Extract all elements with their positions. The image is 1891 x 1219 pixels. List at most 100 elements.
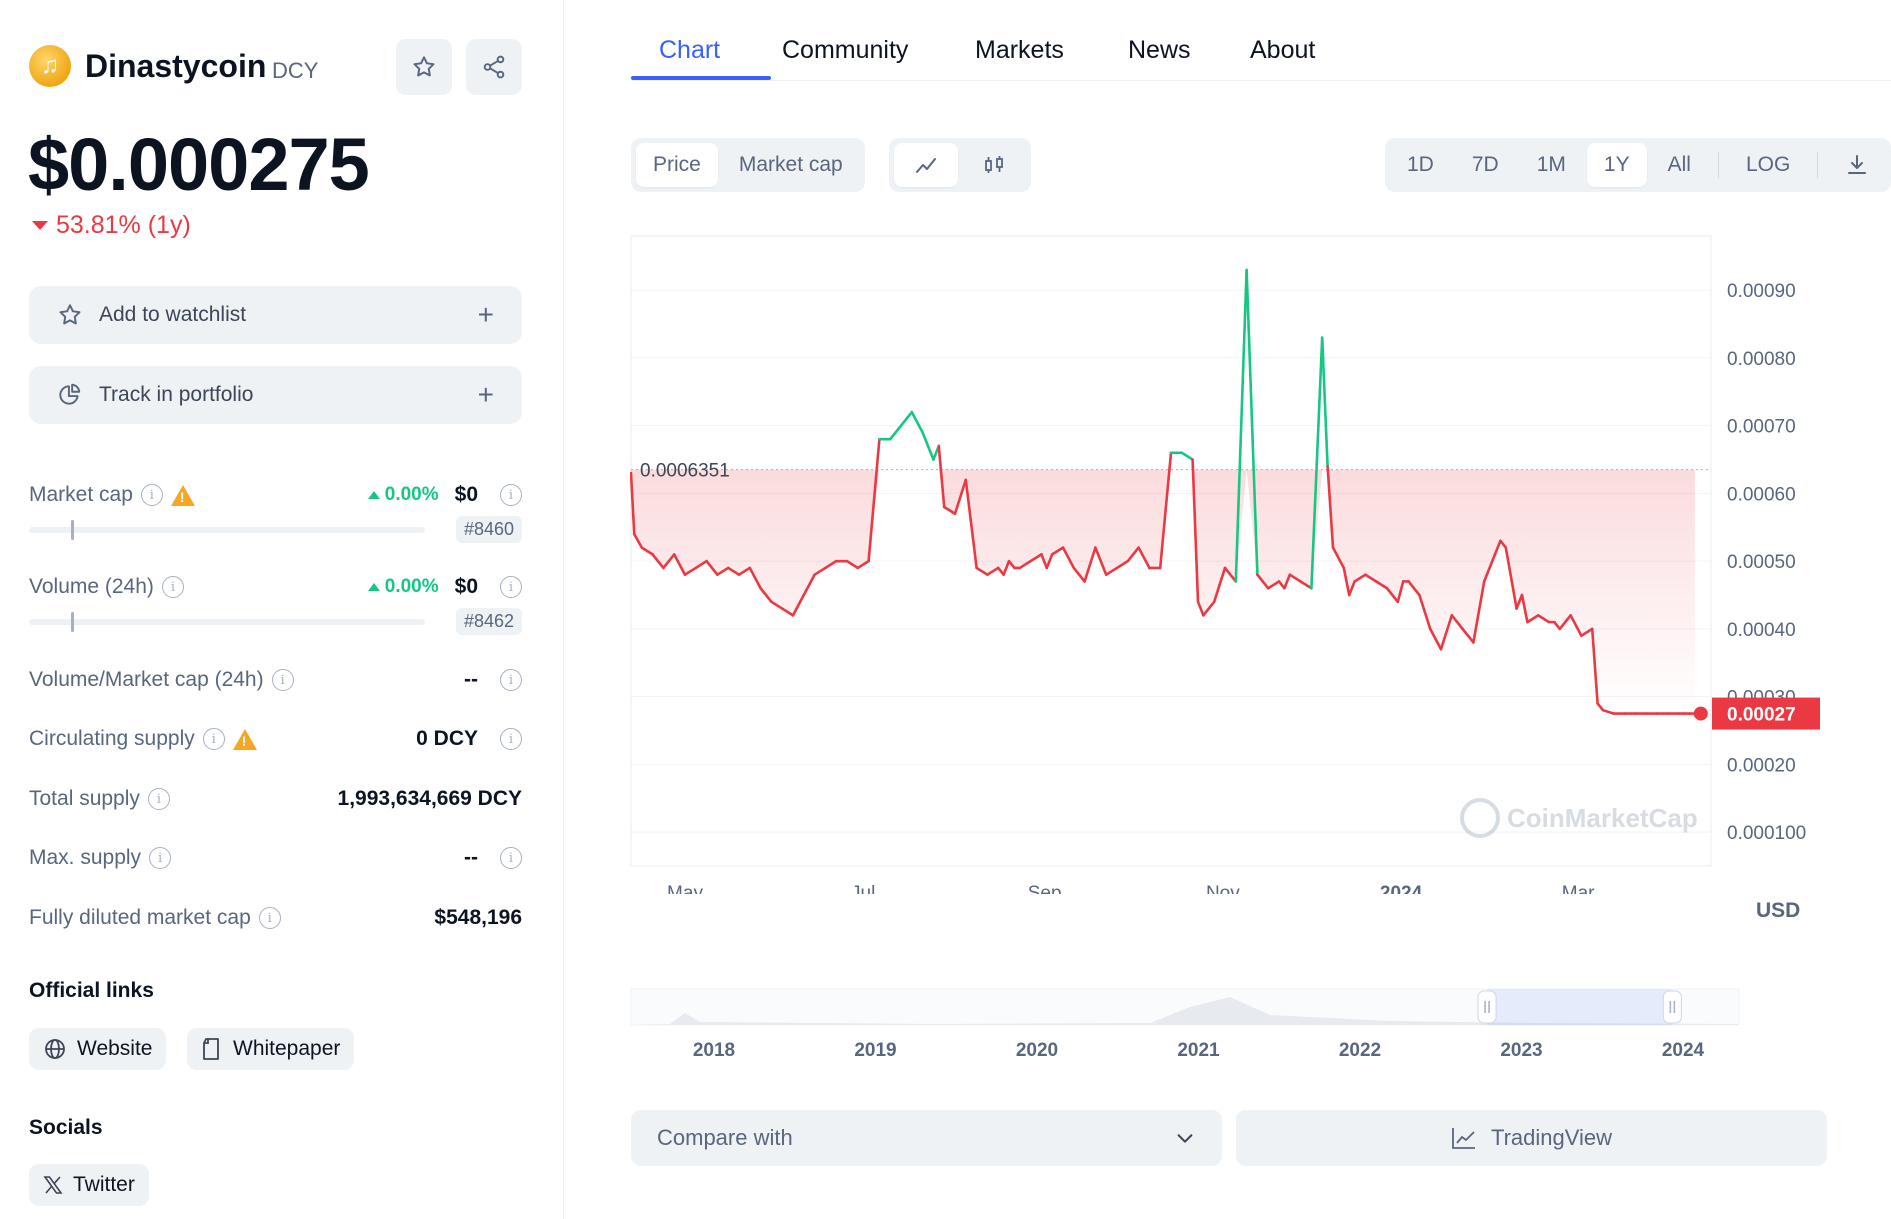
price-segment-down: [953, 478, 968, 516]
tab-news[interactable]: News: [1128, 36, 1191, 64]
stat-label: Volume (24h): [29, 575, 154, 598]
navigator-year-label: 2019: [854, 1040, 896, 1061]
track-portfolio-button[interactable]: Track in portfolio +: [29, 366, 522, 424]
price-segment-down: [1061, 546, 1076, 570]
whitepaper-link[interactable]: Whitepaper: [187, 1028, 355, 1070]
caret-up-icon: [367, 583, 380, 591]
stat-change-value: 0.00%: [384, 484, 439, 505]
price-segment-down: [630, 471, 636, 536]
info-icon[interactable]: i: [258, 907, 281, 929]
range-1y-button[interactable]: 1Y: [1586, 143, 1647, 187]
price-segment-down: [1499, 539, 1508, 549]
price-segment-down: [1569, 614, 1583, 637]
price-chart[interactable]: 0.0006351 CoinMarketCap 0.00090 0.00080 0.…: [630, 234, 1840, 894]
candlestick-button[interactable]: [962, 143, 1026, 187]
log-scale-button[interactable]: LOG: [1745, 153, 1791, 176]
stat-value: 0 DCY: [416, 727, 478, 750]
tab-chart[interactable]: Chart: [659, 36, 721, 64]
navigator-window[interactable]: [1487, 989, 1673, 1025]
favorite-button[interactable]: [396, 39, 452, 95]
share-button[interactable]: [466, 39, 522, 95]
tradingview-button[interactable]: TradingView: [1236, 1110, 1827, 1166]
star-icon: [413, 56, 435, 77]
info-icon[interactable]: i: [140, 484, 163, 506]
navigator-year-label: 2023: [1500, 1040, 1542, 1061]
compare-with-dropdown[interactable]: Compare with: [631, 1110, 1222, 1166]
price-segment-down: [770, 600, 784, 610]
price-segment-down: [1472, 580, 1486, 644]
stat-value: 1,993,634,669 DCY: [337, 787, 522, 810]
range-navigator[interactable]: 2018 2019 2020 2021 2022 2023 2024: [630, 987, 1750, 1067]
price-segment-down: [1515, 593, 1524, 610]
coin-symbol: DCY: [272, 58, 319, 83]
coin-name: Dinastycoin: [85, 48, 267, 84]
warning-icon[interactable]: [170, 484, 195, 506]
x-tick-label: Sep: [1028, 883, 1062, 894]
price-segment-down: [1364, 573, 1378, 583]
navigator-handle[interactable]: [1662, 990, 1682, 1024]
range-all-button[interactable]: All: [1667, 153, 1691, 176]
info-icon[interactable]: i: [202, 728, 225, 750]
price-segment-down: [759, 586, 773, 604]
watchlist-label: Add to watchlist: [99, 303, 247, 326]
price-segment-down: [1050, 546, 1065, 556]
info-icon[interactable]: i: [500, 576, 522, 598]
website-link[interactable]: Website: [29, 1028, 167, 1070]
stat-change-value: 0.00%: [384, 576, 439, 597]
price-segment-down: [716, 566, 730, 577]
stat-value: $548,196: [434, 906, 522, 929]
price-segment-down: [1347, 580, 1356, 597]
price-segment-down: [662, 553, 676, 570]
current-price-tag: [1712, 697, 1820, 730]
stat-fully-diluted-market-cap: Fully diluted market cap i $548,196: [29, 903, 522, 933]
tab-community[interactable]: Community: [782, 36, 909, 64]
share-icon: [483, 55, 505, 79]
currency-label: USD: [1756, 899, 1801, 922]
price-segment-down: [1526, 614, 1540, 624]
price-segment-down: [1553, 620, 1562, 631]
price-segment-down: [1407, 580, 1421, 597]
range-1m-button[interactable]: 1M: [1536, 153, 1566, 176]
stat-label: Volume/Market cap (24h): [29, 668, 264, 691]
twitter-link[interactable]: Twitter: [29, 1164, 149, 1206]
trending-chart-icon: [1452, 1128, 1475, 1149]
price-segment-down: [1256, 573, 1270, 590]
price-segment-up: [894, 410, 914, 434]
price-segment-down: [1288, 573, 1302, 583]
range-1d-button[interactable]: 1D: [1407, 153, 1434, 176]
info-icon[interactable]: i: [500, 728, 522, 750]
stat-circulating-supply: Circulating supply i 0 DCY i: [29, 724, 522, 754]
info-icon[interactable]: i: [147, 788, 170, 810]
globe-icon: [45, 1039, 65, 1059]
warning-icon[interactable]: [232, 728, 257, 750]
info-icon[interactable]: i: [500, 484, 522, 506]
price-segment-down: [975, 566, 989, 577]
range-7d-button[interactable]: 7D: [1471, 153, 1499, 176]
info-icon[interactable]: i: [161, 576, 184, 598]
download-button[interactable]: [1828, 143, 1886, 187]
info-icon[interactable]: i: [500, 847, 522, 869]
info-icon[interactable]: i: [500, 669, 522, 691]
navigator-handle[interactable]: [1477, 990, 1497, 1024]
info-icon[interactable]: i: [271, 669, 294, 691]
price-segment-down: [1040, 553, 1049, 570]
price-segment-down: [1002, 559, 1011, 577]
caret-down-icon: [32, 221, 48, 230]
pie-chart-icon: [59, 383, 81, 405]
stat-label: Max. supply: [29, 846, 142, 869]
x-tick-label: 2024: [1380, 883, 1423, 894]
price-segment-down: [1396, 580, 1405, 604]
info-icon[interactable]: i: [149, 847, 172, 869]
x-tick-label: May: [667, 883, 703, 894]
add-to-watchlist-button[interactable]: Add to watchlist +: [29, 286, 522, 344]
price-segment-down: [672, 553, 687, 577]
tab-about[interactable]: About: [1250, 36, 1316, 64]
price-segment-up: [1245, 268, 1259, 577]
price-segment-down: [824, 559, 838, 570]
portfolio-label: Track in portfolio: [99, 383, 254, 406]
price-toggle[interactable]: Price: [636, 143, 718, 187]
market-cap-toggle[interactable]: Market cap: [738, 153, 843, 176]
line-chart-button[interactable]: [894, 143, 958, 187]
rank-badge: #8462: [455, 608, 522, 635]
tab-markets[interactable]: Markets: [975, 36, 1064, 64]
